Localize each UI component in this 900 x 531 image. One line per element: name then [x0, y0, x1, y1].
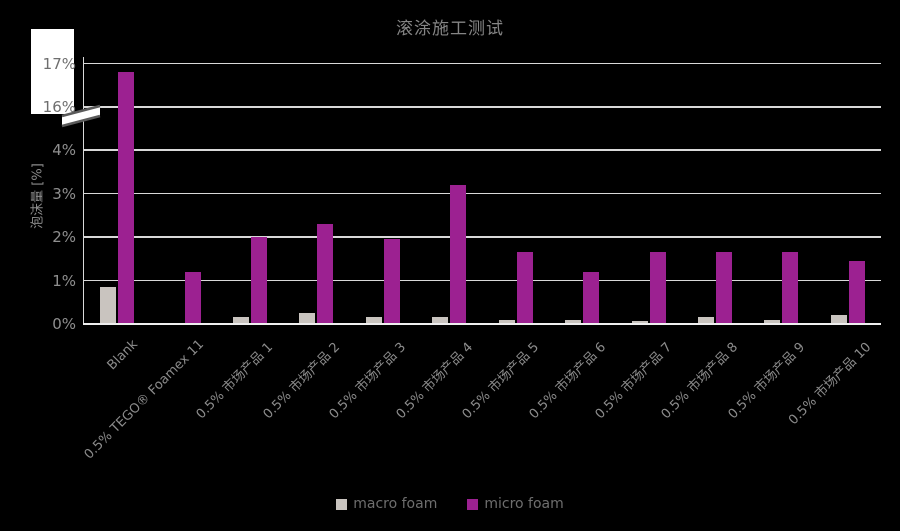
y-tick-label: 16%: [42, 98, 76, 116]
axis-break-cover-box: [31, 29, 74, 114]
legend-label: macro foam: [353, 496, 438, 512]
bar-macro-foam: [498, 319, 515, 324]
bar-macro-foam: [697, 317, 714, 324]
bar-macro-foam: [565, 319, 582, 324]
y-tick-label: 0%: [52, 315, 76, 333]
legend-swatch: [336, 498, 348, 510]
bar-macro-foam: [432, 317, 449, 324]
bar-macro-foam: [365, 317, 382, 324]
category-label: 0.5% TEGO® Foamex 11: [81, 337, 208, 463]
bar-micro-foam: [251, 237, 268, 324]
bar-micro-foam: [317, 223, 334, 324]
legend-label: micro foam: [484, 496, 564, 512]
legend: macro foam micro foam: [0, 496, 900, 512]
bar-macro-foam: [631, 320, 648, 324]
gridline: [84, 236, 881, 238]
bar-micro-foam: [383, 239, 400, 324]
y-tick-label: 1%: [52, 271, 76, 290]
bar-macro-foam: [299, 313, 316, 324]
bar-micro-foam: [649, 252, 666, 324]
gridline: [84, 106, 881, 108]
bar-macro-foam: [830, 315, 847, 324]
bar-micro-foam: [583, 271, 600, 324]
bar-macro-foam: [764, 319, 781, 324]
gridline: [84, 279, 881, 282]
category-label: Blank: [104, 337, 141, 374]
bar-macro-foam: [100, 287, 117, 324]
bar-micro-foam: [516, 252, 533, 324]
bar-micro-foam: [848, 260, 865, 324]
gridline: [84, 62, 881, 65]
bar-micro-foam: [782, 252, 799, 324]
y-tick-label: 4%: [52, 141, 76, 159]
bar-micro-foam: [184, 271, 201, 324]
legend-item: micro foam: [467, 496, 564, 512]
gridline: [84, 192, 881, 195]
axis-break-icon: [61, 104, 101, 128]
y-tick-label: 3%: [52, 184, 76, 203]
bar-micro-foam: [715, 252, 732, 324]
legend-item: macro foam: [336, 496, 437, 512]
chart-title: 滚涂施工测试: [396, 19, 504, 39]
y-tick-label: 2%: [52, 228, 76, 246]
bar-micro-foam: [118, 72, 135, 324]
gridline: [84, 149, 881, 151]
bar-micro-foam: [450, 184, 467, 324]
y-axis-line: [82, 57, 84, 324]
bar-macro-foam: [233, 317, 250, 324]
x-axis-line: [83, 322, 881, 325]
y-tick-label: 17%: [42, 54, 76, 73]
legend-swatch: [467, 498, 479, 510]
